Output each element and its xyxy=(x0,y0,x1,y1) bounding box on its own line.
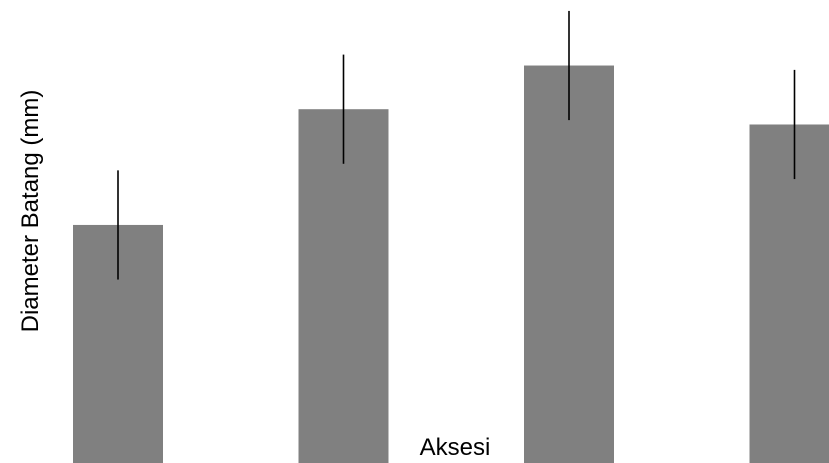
bar-4 xyxy=(749,124,829,463)
error-bars-layer xyxy=(117,10,796,280)
y-axis-label: Diameter Batang (mm) xyxy=(17,90,44,333)
bar-2 xyxy=(298,109,389,463)
bar-3 xyxy=(524,65,614,463)
x-axis-label: Aksesi xyxy=(420,434,491,461)
bars-layer xyxy=(73,65,829,463)
